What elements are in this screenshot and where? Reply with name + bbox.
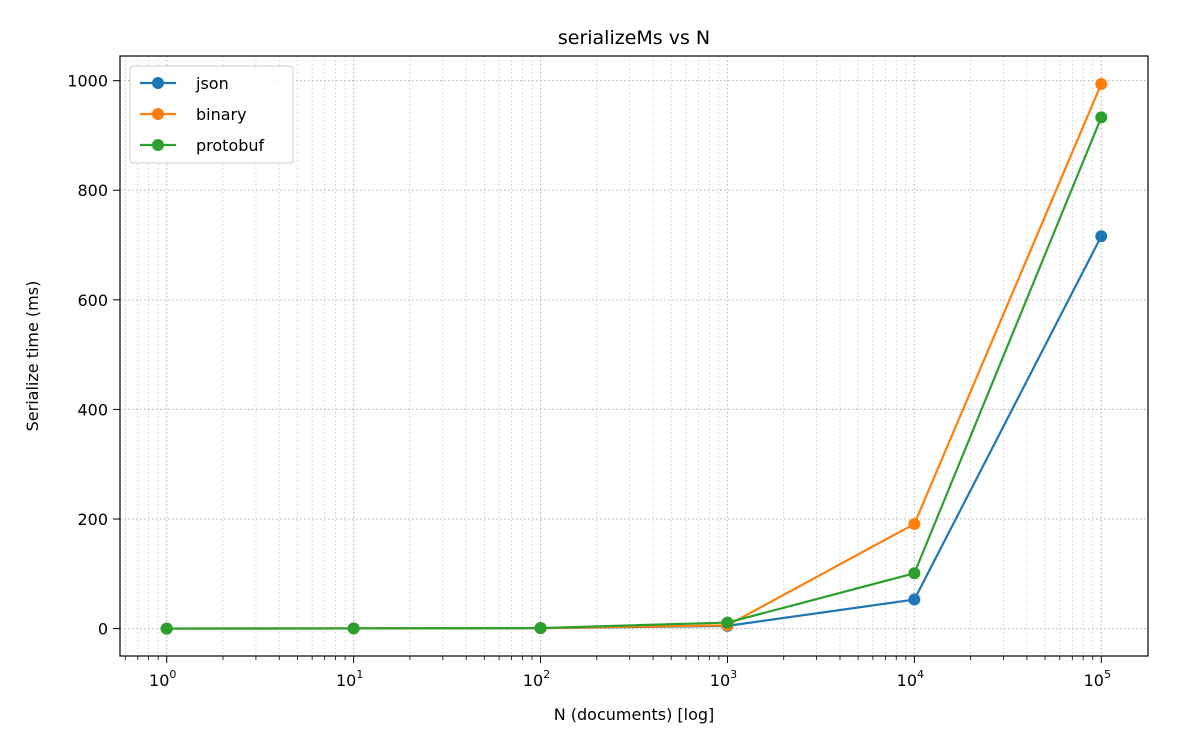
y-axis-label: Serialize time (ms) [23,281,42,432]
legend-label-protobuf: protobuf [196,136,265,155]
legend-label-binary: binary [196,105,247,124]
x-tick-exponent: 0 [169,668,176,681]
x-tick-exponent: 2 [543,668,550,681]
data-point-binary [908,517,921,530]
legend-item-json: json [140,74,229,93]
data-point-json [1095,230,1108,243]
y-tick-label: 200 [77,510,108,529]
y-tick-label: 600 [77,291,108,310]
legend: json binary protobuf [129,65,294,164]
series-lines [160,77,1108,635]
x-tick-base: 10 [336,671,356,690]
y-tick-label: 0 [98,620,108,639]
x-tick-label: 100 [149,668,176,690]
x-tick-label: 105 [1084,668,1111,690]
x-tick-base: 10 [523,671,543,690]
x-tick-label: 102 [523,668,550,690]
legend-swatch-marker [152,77,164,89]
legend-swatch-marker [152,139,164,151]
x-tick-exponent: 5 [1104,668,1111,681]
x-tick-base: 10 [897,671,917,690]
x-tick-label: 103 [710,668,737,690]
y-tick-label: 800 [77,181,108,200]
legend-item-protobuf: protobuf [140,136,265,155]
ticks [113,80,1102,663]
x-axis-label: N (documents) [log] [554,705,715,724]
x-tick-base: 10 [1084,671,1104,690]
legend-box [129,65,294,164]
x-tick-base: 10 [710,671,730,690]
data-point-binary [1095,77,1108,90]
data-point-protobuf [1095,111,1108,124]
x-tick-label: 101 [336,668,363,690]
plot-frame [119,55,1149,657]
x-tick-base: 10 [149,671,169,690]
legend-item-binary: binary [140,105,247,124]
x-tick-exponent: 1 [356,668,363,681]
legend-label-json: json [195,74,229,93]
y-tick-label: 400 [77,400,108,419]
legend-swatch-marker [152,108,164,120]
data-point-protobuf [347,622,360,635]
data-point-json [908,593,921,606]
x-tick-label: 104 [897,668,924,690]
x-tick-exponent: 4 [917,668,924,681]
series-protobuf [160,111,1108,635]
chart-title: serializeMs vs N [558,27,710,49]
series-line-protobuf [166,116,1103,630]
data-point-protobuf [721,616,734,629]
x-tick-exponent: 3 [730,668,737,681]
y-tick-label: 1000 [67,72,108,91]
data-point-protobuf [908,567,921,580]
data-point-protobuf [534,622,547,635]
data-point-protobuf [160,622,173,635]
